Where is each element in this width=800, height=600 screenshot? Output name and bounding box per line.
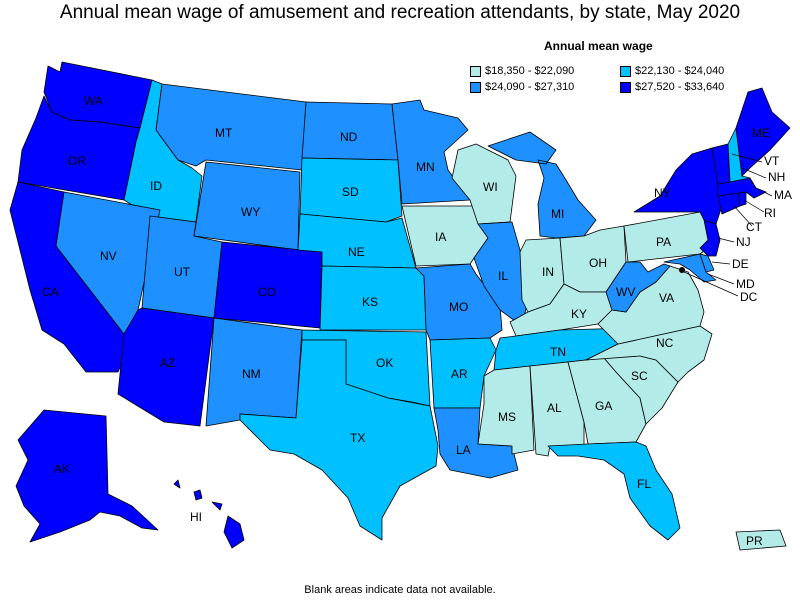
label-co: CO <box>258 285 276 299</box>
leader-lines <box>683 153 773 297</box>
state-az[interactable] <box>117 307 215 427</box>
state-ma[interactable] <box>717 177 767 199</box>
state-wv[interactable] <box>605 261 671 313</box>
label-nc: NC <box>656 336 674 350</box>
legend-item: $27,520 - $33,640 <box>620 81 724 93</box>
label-dc: DC <box>740 290 758 304</box>
label-nj: NJ <box>736 235 751 249</box>
label-fl: FL <box>637 477 651 491</box>
label-ma: MA <box>774 188 792 202</box>
label-ms: MS <box>498 410 516 424</box>
label-mt: MT <box>215 126 233 140</box>
state-fl[interactable] <box>547 441 681 541</box>
state-mn[interactable] <box>391 99 471 205</box>
label-nh: NH <box>768 170 785 184</box>
label-ks: KS <box>362 295 378 309</box>
label-ak: AK <box>54 462 70 476</box>
label-mn: MN <box>416 160 435 174</box>
label-nm: NM <box>242 367 261 381</box>
label-vt: VT <box>764 154 780 168</box>
state-ny[interactable] <box>633 147 723 225</box>
label-ok: OK <box>376 356 393 370</box>
dc-marker[interactable] <box>679 267 685 273</box>
legend-label: $24,090 - $27,310 <box>485 81 575 93</box>
label-ia: IA <box>435 230 446 244</box>
territory-pr[interactable] <box>735 529 787 551</box>
label-or: OR <box>68 154 86 168</box>
label-sd: SD <box>342 185 359 199</box>
label-oh: OH <box>589 256 607 270</box>
label-ar: AR <box>451 367 468 381</box>
legend-swatch <box>620 65 631 77</box>
label-la: LA <box>456 443 471 457</box>
label-al: AL <box>547 401 562 415</box>
state-tx[interactable] <box>239 339 439 541</box>
label-pr: PR <box>746 534 763 548</box>
state-de[interactable] <box>699 253 715 273</box>
label-md: MD <box>736 277 755 291</box>
label-wy: WY <box>241 205 260 219</box>
legend-item: $24,090 - $27,310 <box>470 81 574 93</box>
legend-label: $18,350 - $22,090 <box>485 65 575 77</box>
label-ne: NE <box>348 245 365 259</box>
label-in: IN <box>542 265 554 279</box>
state-ms[interactable] <box>477 365 535 455</box>
legend-item: $22,130 - $24,040 <box>620 65 724 77</box>
label-hi: HI <box>190 510 202 524</box>
legend-title: Annual mean wage <box>544 39 653 53</box>
legend-swatch <box>470 81 481 93</box>
state-mo[interactable] <box>415 263 503 341</box>
label-ct: CT <box>746 220 763 234</box>
label-ut: UT <box>174 265 191 279</box>
legend-swatch <box>620 81 631 93</box>
state-nj[interactable] <box>699 219 721 257</box>
label-va: VA <box>659 291 674 305</box>
state-sd[interactable] <box>299 157 403 223</box>
label-tn: TN <box>550 345 566 359</box>
label-me: ME <box>752 126 770 140</box>
label-il: IL <box>498 269 508 283</box>
state-me[interactable] <box>735 87 791 177</box>
label-wi: WI <box>483 180 498 194</box>
label-mo: MO <box>449 300 468 314</box>
state-la[interactable] <box>433 407 519 479</box>
state-il[interactable] <box>473 221 529 327</box>
state-ak[interactable] <box>15 409 159 543</box>
legend-item: $18,350 - $22,090 <box>470 65 574 77</box>
label-ca: CA <box>42 285 59 299</box>
footnote: Blank areas indicate data not available. <box>304 584 496 596</box>
label-tx: TX <box>350 431 365 445</box>
legend-label: $27,520 - $33,640 <box>635 81 725 93</box>
label-mi: MI <box>551 207 564 221</box>
label-id: ID <box>150 179 162 193</box>
label-sc: SC <box>631 369 648 383</box>
legend-label: $22,130 - $24,040 <box>635 65 725 77</box>
label-az: AZ <box>160 356 175 370</box>
label-nv: NV <box>100 249 117 263</box>
label-de: DE <box>732 257 749 271</box>
map-title: Annual mean wage of amusement and recrea… <box>59 2 741 23</box>
label-wa: WA <box>84 94 103 108</box>
label-wv: WV <box>616 285 635 299</box>
legend: $18,350 - $22,090 $22,130 - $24,040 $24,… <box>470 65 800 101</box>
label-ri: RI <box>764 206 776 220</box>
label-nd: ND <box>340 130 358 144</box>
label-ky: KY <box>571 307 587 321</box>
legend-swatch <box>470 65 481 77</box>
state-hi[interactable] <box>173 479 245 549</box>
label-ga: GA <box>595 399 612 413</box>
label-pa: PA <box>656 235 671 249</box>
label-ny: NY <box>654 186 671 200</box>
